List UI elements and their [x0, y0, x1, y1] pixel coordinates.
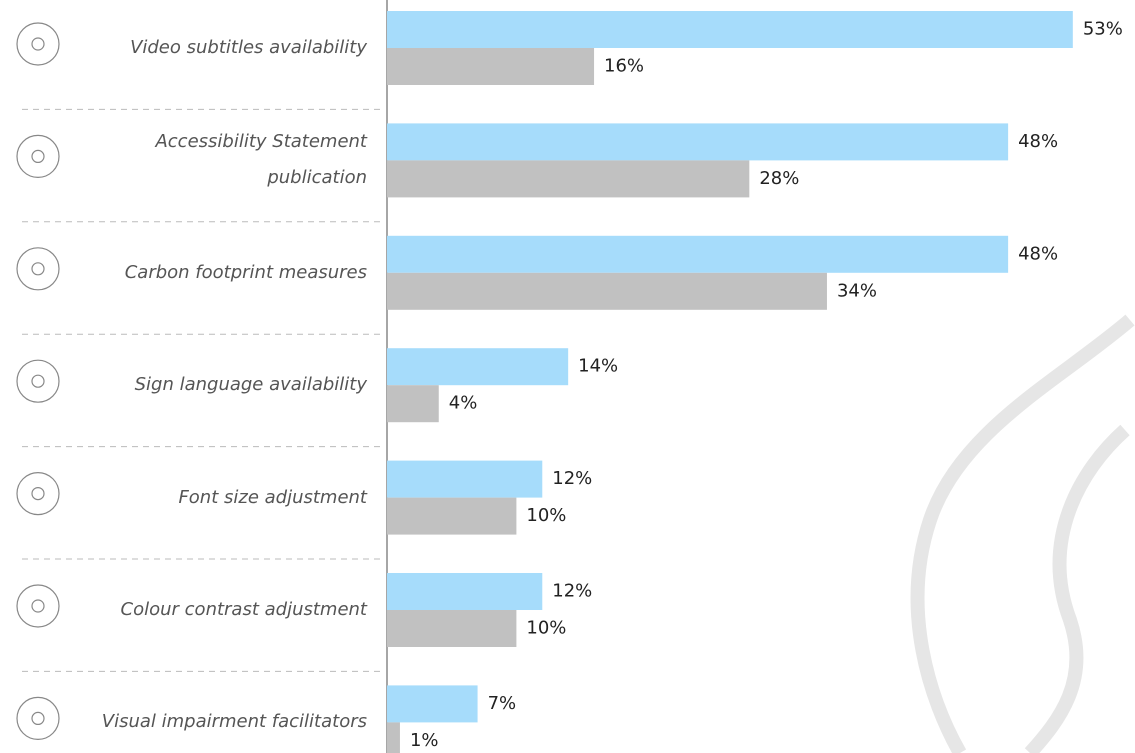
value-label: 12% [552, 468, 592, 489]
icon-glyph [31, 262, 45, 276]
decoration [910, 314, 1135, 753]
bar [387, 235, 1009, 273]
value-label: 28% [759, 168, 799, 189]
category-label: Colour contrast adjustment [120, 599, 367, 620]
value-label: 12% [552, 581, 592, 602]
bar [387, 573, 543, 610]
category-label: Carbon footprint measures [124, 261, 367, 283]
bar [387, 272, 827, 310]
value-label: 16% [604, 56, 644, 77]
category-label: Visual impairment facilitators [101, 711, 367, 733]
category-label: Font size adjustment [178, 486, 367, 508]
value-label: 1% [410, 730, 439, 751]
icon-glyph [31, 374, 45, 388]
bar [387, 685, 478, 723]
value-label: 4% [449, 393, 478, 414]
bar [387, 497, 517, 535]
value-label: 10% [526, 505, 566, 526]
bar [387, 123, 1009, 161]
value-label: 53% [1083, 19, 1123, 40]
bar [387, 460, 543, 498]
bar [387, 48, 595, 85]
bar [387, 348, 569, 386]
category-icon [16, 247, 60, 291]
category-label: Accessibility Statement publication [155, 131, 367, 189]
icon-glyph [31, 711, 45, 726]
bar [387, 160, 750, 198]
category-icon [16, 584, 60, 628]
bar [387, 610, 517, 647]
bar [387, 11, 1073, 48]
category-label: Sign language availability [134, 374, 367, 396]
value-label: 14% [578, 356, 618, 377]
value-label: 10% [526, 618, 566, 639]
category-icon [16, 22, 60, 66]
category-icon [16, 134, 60, 178]
bar [387, 385, 439, 423]
bar [387, 722, 400, 753]
category-label: Video subtitles availability [130, 37, 367, 58]
value-label: 34% [837, 280, 877, 301]
category-icon [16, 359, 60, 403]
icon-glyph [31, 37, 45, 51]
icon-glyph [31, 487, 45, 501]
category-icon [16, 472, 60, 516]
category-icon [16, 696, 60, 741]
icon-glyph [31, 149, 45, 163]
icon-glyph [31, 599, 45, 613]
value-label: 7% [488, 693, 517, 714]
value-label: 48% [1018, 131, 1058, 152]
value-label: 48% [1018, 243, 1058, 264]
